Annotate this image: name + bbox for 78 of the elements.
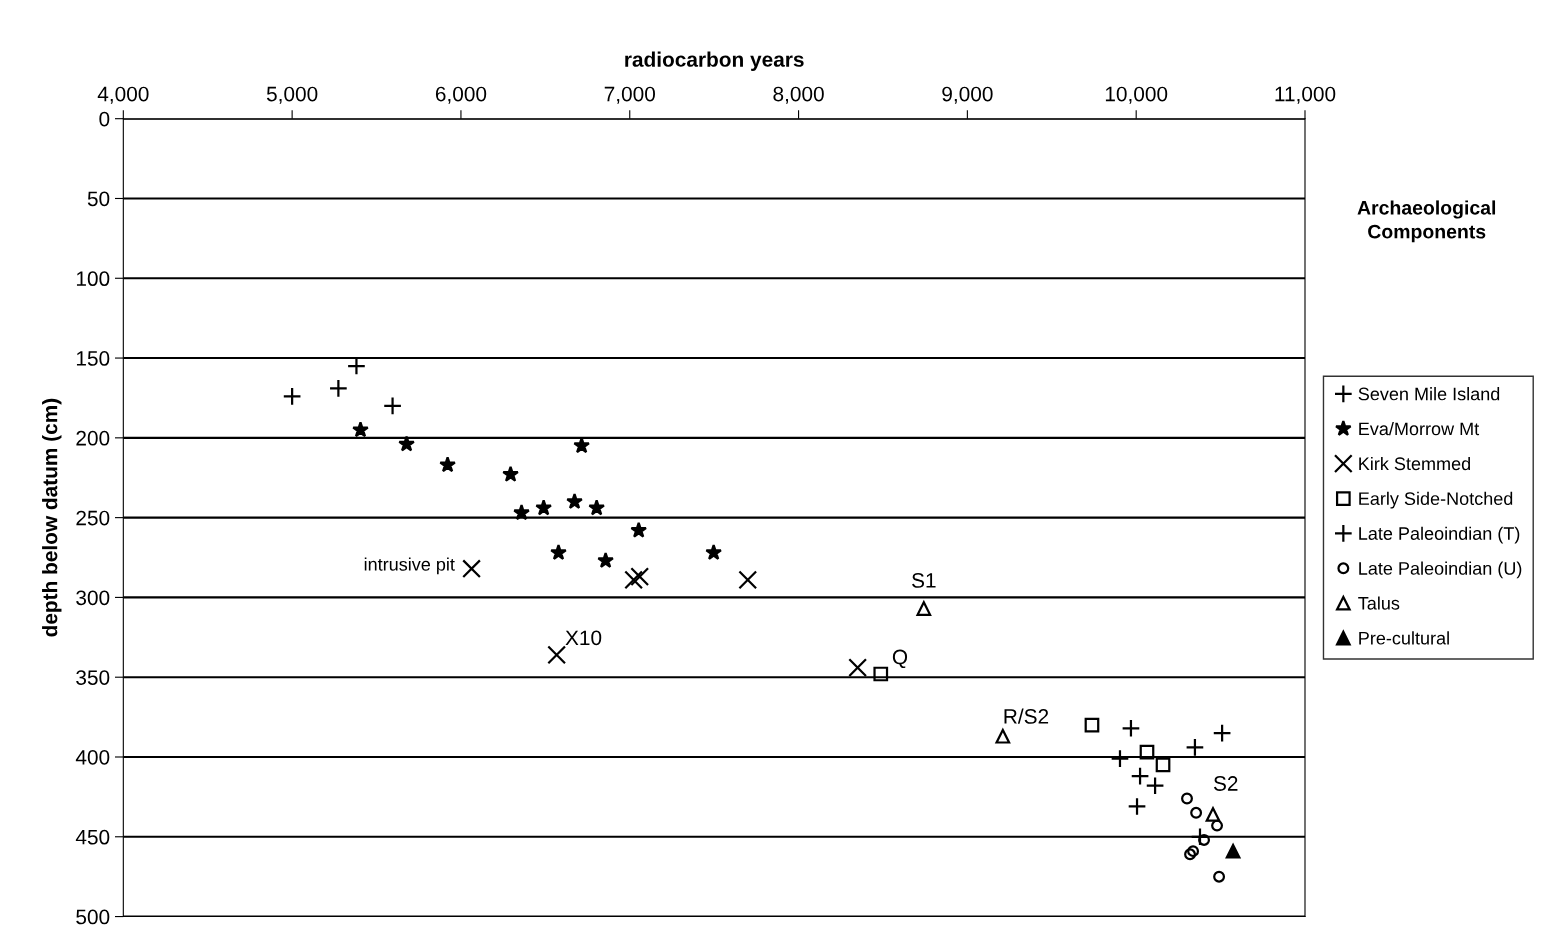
point (1121, 718, 1141, 738)
point (1212, 723, 1232, 743)
point (383, 396, 403, 416)
point (573, 437, 591, 454)
point (282, 386, 302, 406)
point (630, 567, 650, 587)
legend-label: Late Paleoindian (T) (1359, 526, 1520, 544)
point (1155, 757, 1171, 773)
y-tick-label: 250 (76, 510, 110, 526)
x-tick-label: 5,000 (266, 86, 318, 104)
point (1181, 792, 1193, 805)
point (1185, 737, 1205, 757)
legend-label: Pre-cultural (1359, 631, 1449, 645)
point (1190, 806, 1203, 819)
x-tick-label: 10,000 (1105, 86, 1168, 104)
y-tick-label: 0 (99, 111, 110, 127)
point (916, 601, 932, 616)
point (1084, 717, 1100, 733)
x-tick-label: 9,000 (942, 86, 993, 104)
y-tick-label: 350 (76, 670, 110, 685)
x-tick-label: 11,000 (1275, 86, 1336, 104)
y-tick-label: 150 (76, 351, 110, 366)
y-tick-label: 50 (87, 191, 110, 207)
y-tick-label: 200 (76, 430, 110, 446)
legend-label: Early Side-Notched (1359, 491, 1513, 509)
point (1211, 819, 1224, 832)
point (738, 570, 758, 590)
point (1127, 797, 1147, 816)
annotation: S1 (912, 573, 936, 588)
point (630, 521, 648, 538)
point (1213, 870, 1226, 883)
point (1225, 843, 1241, 859)
point (1145, 776, 1165, 796)
x-tick-label: 8,000 (773, 86, 824, 104)
legend-label: Talus (1358, 596, 1400, 610)
y-tick-label: 300 (76, 590, 110, 606)
point (502, 465, 519, 482)
x-tick-label: 6,000 (435, 86, 487, 104)
annotation: intrusive pit (364, 557, 455, 575)
point (566, 492, 583, 509)
legend-label: Seven Mile Island (1358, 387, 1500, 401)
annotation: S2 (1213, 776, 1238, 791)
point (1130, 766, 1150, 786)
annotation: Q (892, 649, 908, 669)
y-tick-label: 100 (76, 271, 110, 287)
legend-label: Late Paleoindian (U) (1359, 561, 1522, 579)
point (588, 499, 606, 516)
point (1139, 744, 1155, 760)
annotation: R/S2 (1004, 708, 1049, 724)
legend-label: Eva/Morrow Mt (1359, 422, 1480, 436)
point (439, 456, 456, 473)
point (535, 499, 553, 516)
point (1198, 834, 1211, 846)
point (1205, 807, 1221, 822)
point (347, 356, 366, 376)
x-axis-title: radiocarbon years (625, 51, 804, 71)
x-tick-label: 4,000 (97, 86, 149, 104)
x-tick-label: 7,000 (604, 86, 656, 104)
point (624, 570, 644, 590)
y-tick-label: 400 (75, 749, 110, 765)
legend-label: Kirk Stemmed (1359, 456, 1470, 471)
point (398, 435, 415, 452)
annotation: X10 (565, 630, 602, 646)
point (597, 551, 614, 568)
point (848, 658, 868, 678)
y-tick-label: 450 (75, 829, 110, 845)
point (547, 645, 567, 665)
point (352, 421, 369, 438)
point (513, 504, 530, 521)
y-tick-label: 500 (76, 909, 110, 925)
point (550, 543, 567, 561)
point (995, 728, 1011, 744)
point (705, 543, 723, 561)
point (462, 559, 482, 579)
point (873, 666, 889, 682)
y-axis-title: depth below datum (cm) (42, 398, 62, 637)
point (328, 378, 348, 398)
legend-title: Archaeological Components (1357, 200, 1496, 243)
